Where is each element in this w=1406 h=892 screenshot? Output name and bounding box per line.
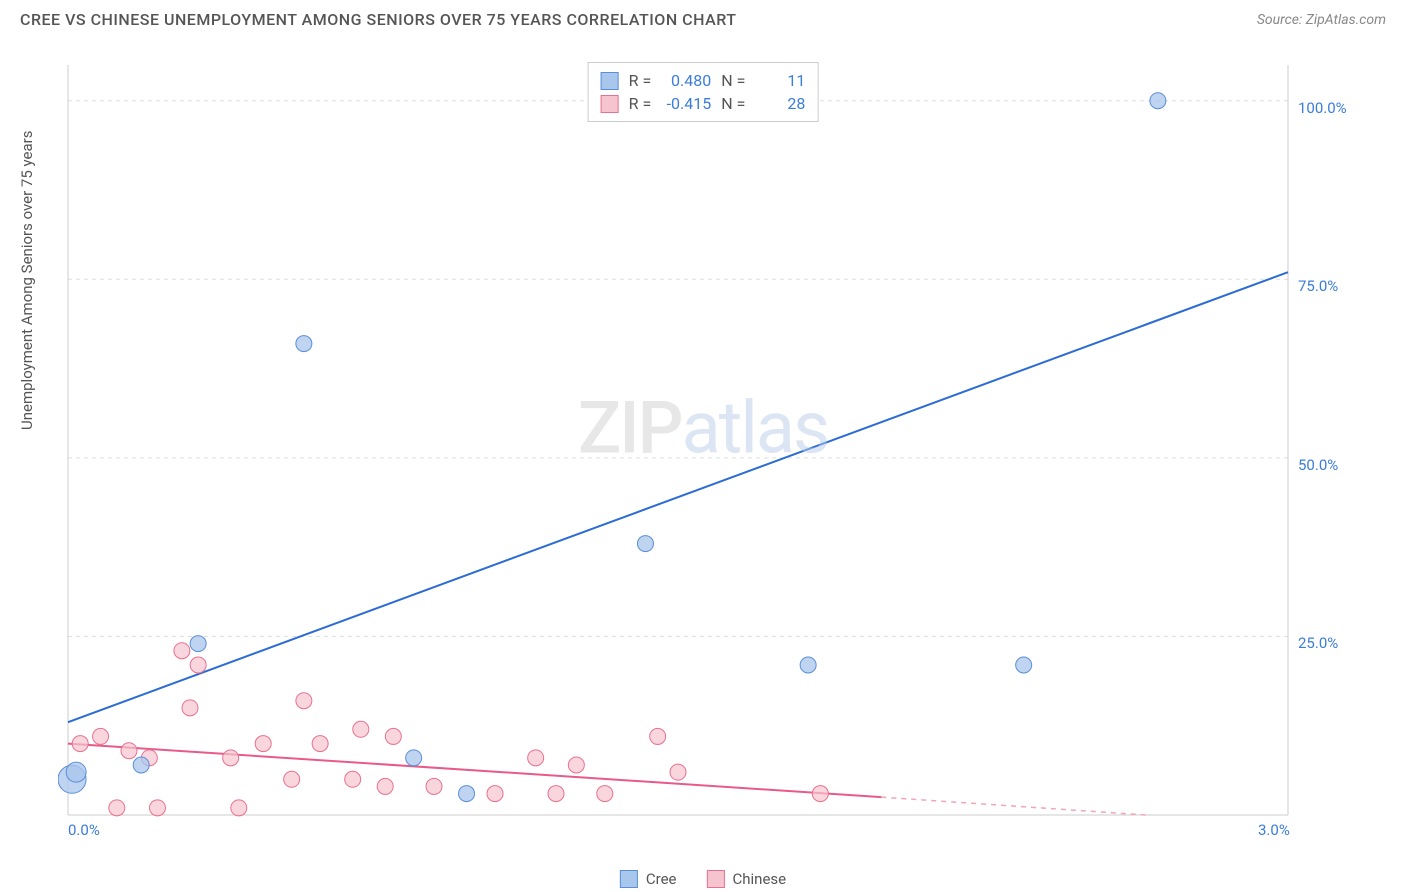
legend-stats-box: R = 0.480 N = 11 R = -0.415 N = 28	[588, 62, 819, 122]
stat-n-label: N =	[721, 71, 745, 90]
legend-label: Chinese	[733, 870, 787, 888]
stat-r-label: R =	[629, 94, 652, 113]
stat-n-label: N =	[721, 94, 745, 113]
x-tick-label: 3.0%	[1258, 821, 1290, 839]
legend-swatch	[620, 870, 638, 888]
stat-r-value: -0.415	[661, 94, 711, 113]
chart-area: 25.0% 50.0% 75.0% 100.0% 0.0% 3.0%	[58, 55, 1348, 845]
source-label: Source: ZipAtlas.com	[1257, 12, 1386, 28]
stat-n-value: 11	[755, 71, 805, 90]
scatter-plot	[58, 55, 1348, 845]
legend-label: Cree	[646, 870, 677, 888]
y-tick-label: 75.0%	[1298, 277, 1338, 295]
chart-title: CREE VS CHINESE UNEMPLOYMENT AMONG SENIO…	[20, 10, 737, 29]
bottom-legend-item: Cree	[620, 870, 677, 888]
bottom-legend-item: Chinese	[707, 870, 787, 888]
y-tick-label: 100.0%	[1298, 99, 1347, 117]
stat-r-label: R =	[629, 71, 652, 90]
legend-stats-row: R = -0.415 N = 28	[601, 92, 806, 115]
legend-swatch	[601, 95, 619, 113]
legend-stats-row: R = 0.480 N = 11	[601, 69, 806, 92]
legend-swatch	[601, 72, 619, 90]
x-tick-label: 0.0%	[68, 821, 100, 839]
bottom-legend: Cree Chinese	[620, 870, 786, 888]
stat-n-value: 28	[755, 94, 805, 113]
y-axis-label: Unemployment Among Seniors over 75 years	[18, 131, 36, 430]
stat-r-value: 0.480	[661, 71, 711, 90]
legend-swatch	[707, 870, 725, 888]
y-tick-label: 50.0%	[1298, 456, 1338, 474]
y-tick-label: 25.0%	[1298, 634, 1338, 652]
header: CREE VS CHINESE UNEMPLOYMENT AMONG SENIO…	[0, 0, 1406, 34]
